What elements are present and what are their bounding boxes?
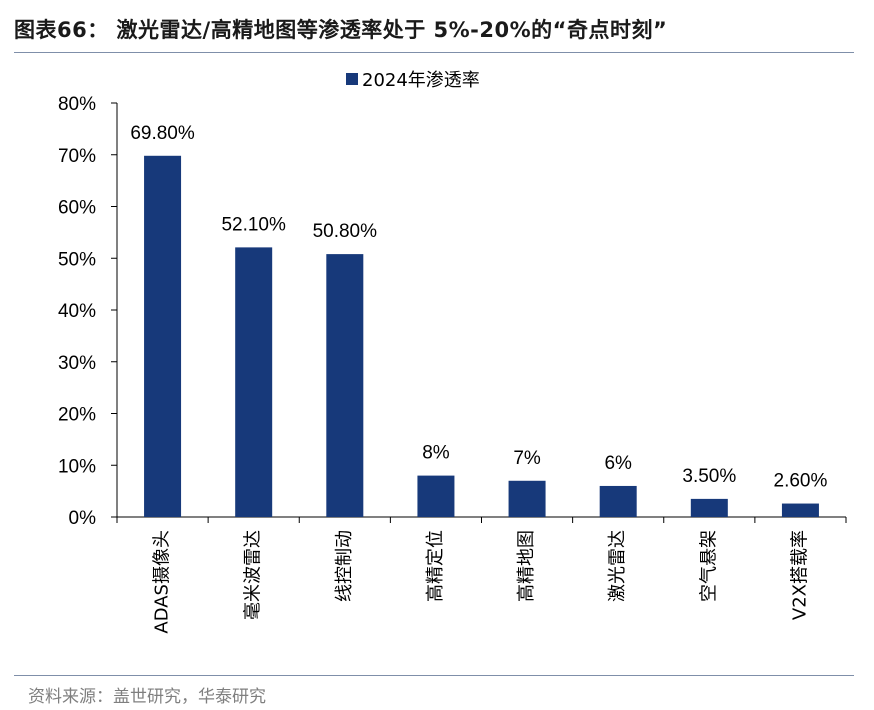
x-category-label: 激光雷达: [607, 530, 628, 602]
bar: [326, 254, 364, 518]
y-tick-label: 60%: [58, 198, 96, 219]
bar: [690, 498, 728, 517]
y-tick-label: 70%: [58, 146, 96, 167]
bar: [417, 475, 455, 517]
data-label: 69.80%: [130, 123, 195, 144]
x-category-label: 空气悬架: [698, 530, 719, 602]
data-label: 2.60%: [774, 471, 828, 492]
x-category-label: V2X搭载率: [789, 530, 810, 620]
y-tick-label: 10%: [58, 456, 96, 477]
bar-chart: 2024年渗透率 0% 10% 20% 30% 40% 50% 60% 70% 80% ADAS…: [58, 70, 847, 634]
bar: [508, 480, 546, 517]
legend-swatch: [346, 73, 358, 85]
x-axis: ADAS摄像头 毫米波雷达 线控制动 高精定位 高精地图 激光雷达 空气悬架 V2X搭载率: [116, 516, 847, 634]
bar: [781, 503, 819, 517]
data-label: 50.80%: [313, 221, 378, 242]
y-tick-label: 20%: [58, 405, 96, 426]
bar-series: 69.80% 52.10% 50.80% 8% 7% 6% 3.50% 2.60%: [130, 123, 828, 518]
source-divider: [14, 675, 854, 676]
x-category-label: ADAS摄像头: [152, 530, 173, 634]
y-axis: 0% 10% 20% 30% 40% 50% 60% 70% 80%: [58, 94, 118, 529]
y-tick-label: 0%: [69, 508, 97, 529]
bar: [235, 247, 273, 517]
chart-legend: 2024年渗透率: [346, 70, 480, 91]
x-category-label: 毫米波雷达: [243, 530, 264, 620]
x-category-label: 线控制动: [334, 530, 355, 602]
chart-title: 图表66： 激光雷达/高精地图等渗透率处于 5%-20%的“奇点时刻”: [14, 18, 668, 42]
title-divider: [14, 52, 854, 53]
x-category-label: 高精地图: [516, 530, 537, 602]
y-tick-label: 80%: [58, 94, 96, 115]
x-category-label: 高精定位: [425, 530, 446, 602]
y-tick-label: 50%: [58, 249, 96, 270]
data-label: 52.10%: [221, 214, 286, 235]
data-label: 8%: [422, 443, 450, 464]
y-tick-label: 40%: [58, 301, 96, 322]
y-tick-label: 30%: [58, 353, 96, 374]
data-label: 3.50%: [682, 466, 736, 487]
source-note: 资料来源：盖世研究，华泰研究: [28, 687, 266, 707]
data-label: 6%: [604, 453, 632, 474]
bar: [144, 155, 182, 517]
bar: [599, 485, 637, 517]
data-label: 7%: [513, 448, 541, 469]
legend-label: 2024年渗透率: [362, 70, 480, 91]
